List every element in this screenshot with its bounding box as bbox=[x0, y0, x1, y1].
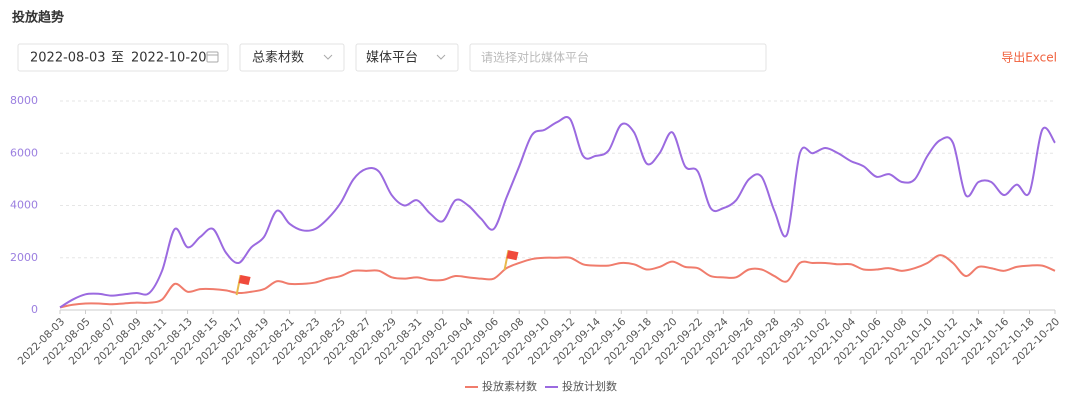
platform-select[interactable] bbox=[355, 43, 459, 72]
chevron bbox=[323, 54, 333, 60]
chart: 020004000600080002022-08-032022-08-05202… bbox=[10, 94, 1062, 393]
metric-value[interactable]: 总素材数 bbox=[252, 51, 304, 66]
y-tick-label: 6000 bbox=[10, 146, 38, 159]
legend-label: 投放素材数 bbox=[482, 379, 537, 393]
compare-select[interactable] bbox=[469, 43, 767, 72]
date-separator: 至 bbox=[111, 51, 124, 66]
export-button[interactable]: 导出Excel bbox=[1001, 51, 1057, 65]
chevron bbox=[436, 54, 446, 60]
y-tick-label: 2000 bbox=[10, 251, 38, 264]
y-tick-label: 0 bbox=[31, 303, 38, 316]
end-date[interactable]: 2022-10-20 bbox=[131, 51, 207, 66]
y-tick-label: 8000 bbox=[10, 94, 38, 107]
line bbox=[59, 116, 1056, 309]
legend-label: 投放计划数 bbox=[562, 379, 617, 393]
y-tick-label: 4000 bbox=[10, 199, 38, 212]
flag bbox=[238, 275, 251, 286]
compare-placeholder[interactable]: 请选择对比媒体平台 bbox=[481, 50, 589, 65]
metric-select[interactable] bbox=[239, 43, 345, 72]
calendar-icon bbox=[206, 51, 219, 63]
date-range[interactable] bbox=[17, 43, 229, 72]
flag bbox=[506, 250, 519, 261]
start-date[interactable]: 2022-08-03 bbox=[30, 51, 106, 66]
section-title: 投放趋势 bbox=[12, 10, 64, 26]
platform-value[interactable]: 媒体平台 bbox=[366, 51, 418, 66]
line bbox=[59, 254, 1056, 309]
